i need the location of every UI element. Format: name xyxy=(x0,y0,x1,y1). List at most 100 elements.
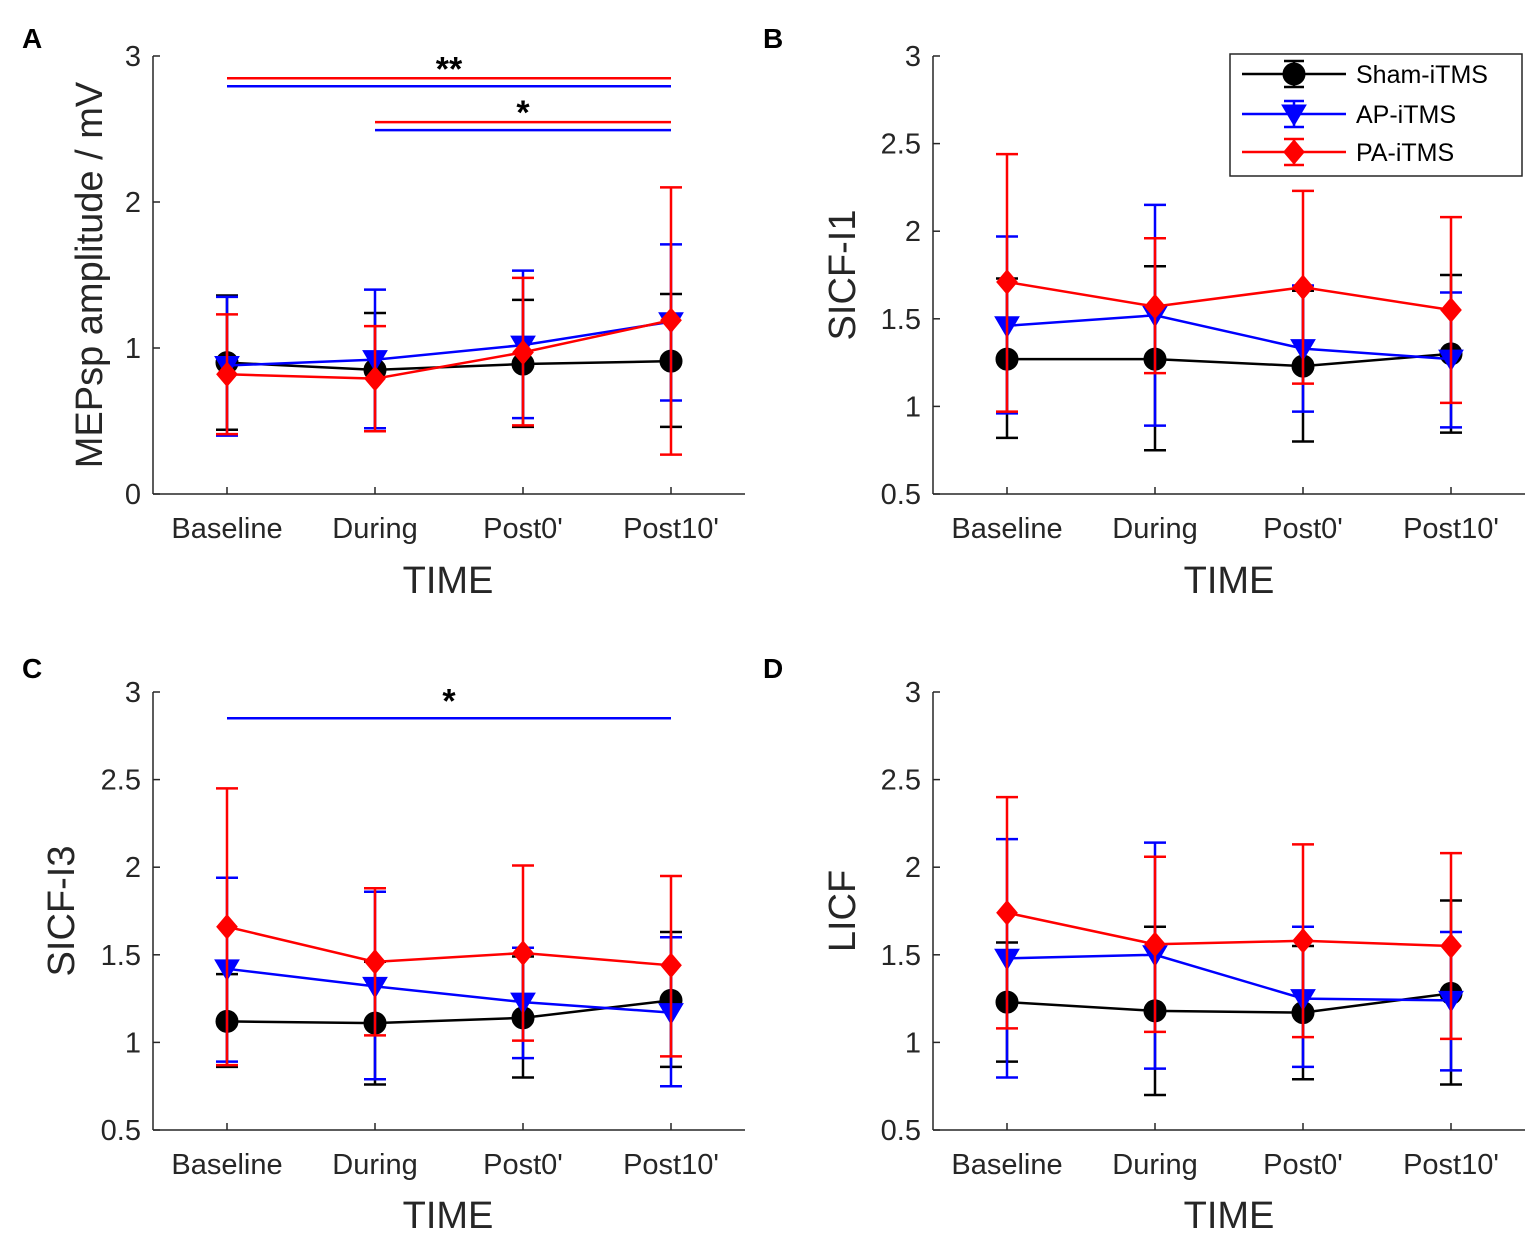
y-tick-label-b-3: 2 xyxy=(905,216,921,248)
y-tick-label-c-2: 1.5 xyxy=(101,940,141,972)
x-tick-label-a-0: Baseline xyxy=(171,513,282,545)
marker-d-pa-1 xyxy=(1144,931,1166,958)
panel-label-b: B xyxy=(763,23,783,54)
x-tick-label-d-1: During xyxy=(1112,1149,1197,1181)
x-tick-label-d-0: Baseline xyxy=(951,1149,1062,1181)
x-axis-title-b: TIME xyxy=(1184,560,1275,602)
marker-c-pa-0 xyxy=(216,913,238,940)
x-tick-label-a-3: Post10' xyxy=(623,513,719,545)
series-d-sham xyxy=(995,899,1463,1097)
x-tick-label-b-0: Baseline xyxy=(951,513,1062,545)
y-tick-label-d-5: 3 xyxy=(905,677,921,709)
marker-b-pa-1 xyxy=(1144,293,1166,320)
y-tick-label-d-2: 1.5 xyxy=(881,940,921,972)
series-a-pa xyxy=(216,186,682,456)
y-tick-label-b-4: 2.5 xyxy=(881,129,921,161)
legend: Sham-iTMS AP-iTMS PA-iTMS xyxy=(1229,53,1523,177)
panel-c: C SICF-I3 TIME 0.5 1 1.5 2 2.5 3 Baseline Durin… xyxy=(22,653,745,1237)
significance-label-a-1: * xyxy=(516,94,530,132)
y-tick-label-c-1: 1 xyxy=(125,1027,141,1059)
x-tick-label-c-3: Post10' xyxy=(623,1149,719,1181)
legend-marker-sham xyxy=(1282,62,1306,86)
marker-a-pa-1 xyxy=(364,365,386,392)
series-b-pa xyxy=(996,152,1462,413)
marker-a-pa-3 xyxy=(660,307,682,334)
marker-b-pa-0 xyxy=(996,269,1018,295)
x-tick-label-d-2: Post0' xyxy=(1263,1149,1343,1181)
legend-entry-sham: Sham-iTMS xyxy=(1242,59,1488,89)
series-a-sham xyxy=(215,292,683,432)
marker-d-pa-0 xyxy=(996,899,1018,926)
y-tick-label-c-3: 2 xyxy=(125,852,141,884)
panel-b: B SICF-I1 TIME 0.5 1 1.5 2 2.5 3 Baseline Durin… xyxy=(763,23,1525,602)
panel-label-c: C xyxy=(22,653,42,684)
y-tick-label-b-2: 1.5 xyxy=(881,304,921,336)
series-line-a-ap xyxy=(226,320,672,367)
legend-label-sham: Sham-iTMS xyxy=(1356,61,1488,89)
x-axis-title-c: TIME xyxy=(403,1195,494,1237)
y-tick-label-c-4: 2.5 xyxy=(101,765,141,797)
series-line-a-pa xyxy=(226,319,672,380)
x-tick-label-a-2: Post0' xyxy=(483,513,563,545)
marker-b-pa-3 xyxy=(1440,297,1462,323)
series-line-d-pa xyxy=(1006,911,1452,948)
x-axis-title-a: TIME xyxy=(403,560,494,602)
legend-entry-pa: PA-iTMS xyxy=(1242,137,1454,167)
panel-label-a: A xyxy=(22,23,42,54)
series-line-d-ap xyxy=(1006,953,1452,1002)
legend-marker-pa xyxy=(1283,139,1305,165)
y-tick-label-b-1: 1 xyxy=(905,391,921,423)
x-tick-label-b-1: During xyxy=(1112,513,1197,545)
y-tick-label-a-0: 0 xyxy=(125,479,141,511)
marker-c-pa-1 xyxy=(364,949,386,975)
significance-label-c-0: * xyxy=(442,682,456,720)
y-tick-label-c-5: 3 xyxy=(125,677,141,709)
significance-label-a-0: ** xyxy=(436,50,463,88)
legend-entry-ap: AP-iTMS xyxy=(1242,99,1456,129)
y-tick-label-d-0: 0.5 xyxy=(881,1115,921,1147)
series-line-c-ap xyxy=(226,967,672,1014)
y-axis-title-a: MEPsp amplitude / mV xyxy=(69,81,111,468)
series-d-ap xyxy=(994,837,1464,1079)
y-tick-label-a-3: 3 xyxy=(125,41,141,73)
series-c-ap xyxy=(214,876,684,1088)
x-axis-title-d: TIME xyxy=(1184,1195,1275,1237)
y-tick-label-b-0: 0.5 xyxy=(881,479,921,511)
x-tick-label-b-2: Post0' xyxy=(1263,513,1343,545)
y-axis-title-b: SICF-I1 xyxy=(822,210,864,341)
series-b-sham xyxy=(995,264,1463,452)
series-line-c-sham xyxy=(226,999,672,1025)
y-axis-title-c: SICF-I3 xyxy=(41,846,83,977)
x-tick-label-d-3: Post10' xyxy=(1403,1149,1499,1181)
x-tick-label-c-2: Post0' xyxy=(483,1149,563,1181)
y-tick-label-a-2: 2 xyxy=(125,187,141,219)
x-tick-label-b-3: Post10' xyxy=(1403,513,1499,545)
series-a-ap xyxy=(214,243,684,437)
legend-label-pa: PA-iTMS xyxy=(1356,139,1454,167)
series-line-c-pa xyxy=(226,925,672,967)
series-b-ap xyxy=(994,203,1464,429)
panel-a: A MEPsp amplitude / mV TIME 0 1 2 3 Baseline… xyxy=(22,23,745,602)
series-d-pa xyxy=(996,795,1462,1041)
y-tick-label-d-1: 1 xyxy=(905,1027,921,1059)
marker-b-pa-2 xyxy=(1292,274,1314,301)
x-tick-label-c-0: Baseline xyxy=(171,1149,282,1181)
series-line-b-ap xyxy=(1006,314,1452,361)
y-tick-label-a-1: 1 xyxy=(125,333,141,365)
panel-d: D LICF TIME 0.5 1 1.5 2 2.5 3 Baseline During Po… xyxy=(763,653,1525,1237)
marker-d-pa-3 xyxy=(1440,933,1462,959)
marker-a-pa-0 xyxy=(216,361,238,388)
series-line-b-sham xyxy=(1007,352,1452,368)
marker-a-pa-2 xyxy=(512,339,534,366)
y-tick-label-c-0: 0.5 xyxy=(101,1115,141,1147)
series-c-pa xyxy=(216,787,682,1067)
y-axis-title-d: LICF xyxy=(822,870,864,952)
legend-label-ap: AP-iTMS xyxy=(1356,101,1456,129)
y-tick-label-d-3: 2 xyxy=(905,852,921,884)
panel-label-d: D xyxy=(763,653,783,684)
legend-marker-ap xyxy=(1281,104,1307,127)
series-line-b-pa xyxy=(1006,280,1452,312)
marker-d-pa-2 xyxy=(1292,928,1314,954)
marker-c-pa-3 xyxy=(660,952,682,979)
